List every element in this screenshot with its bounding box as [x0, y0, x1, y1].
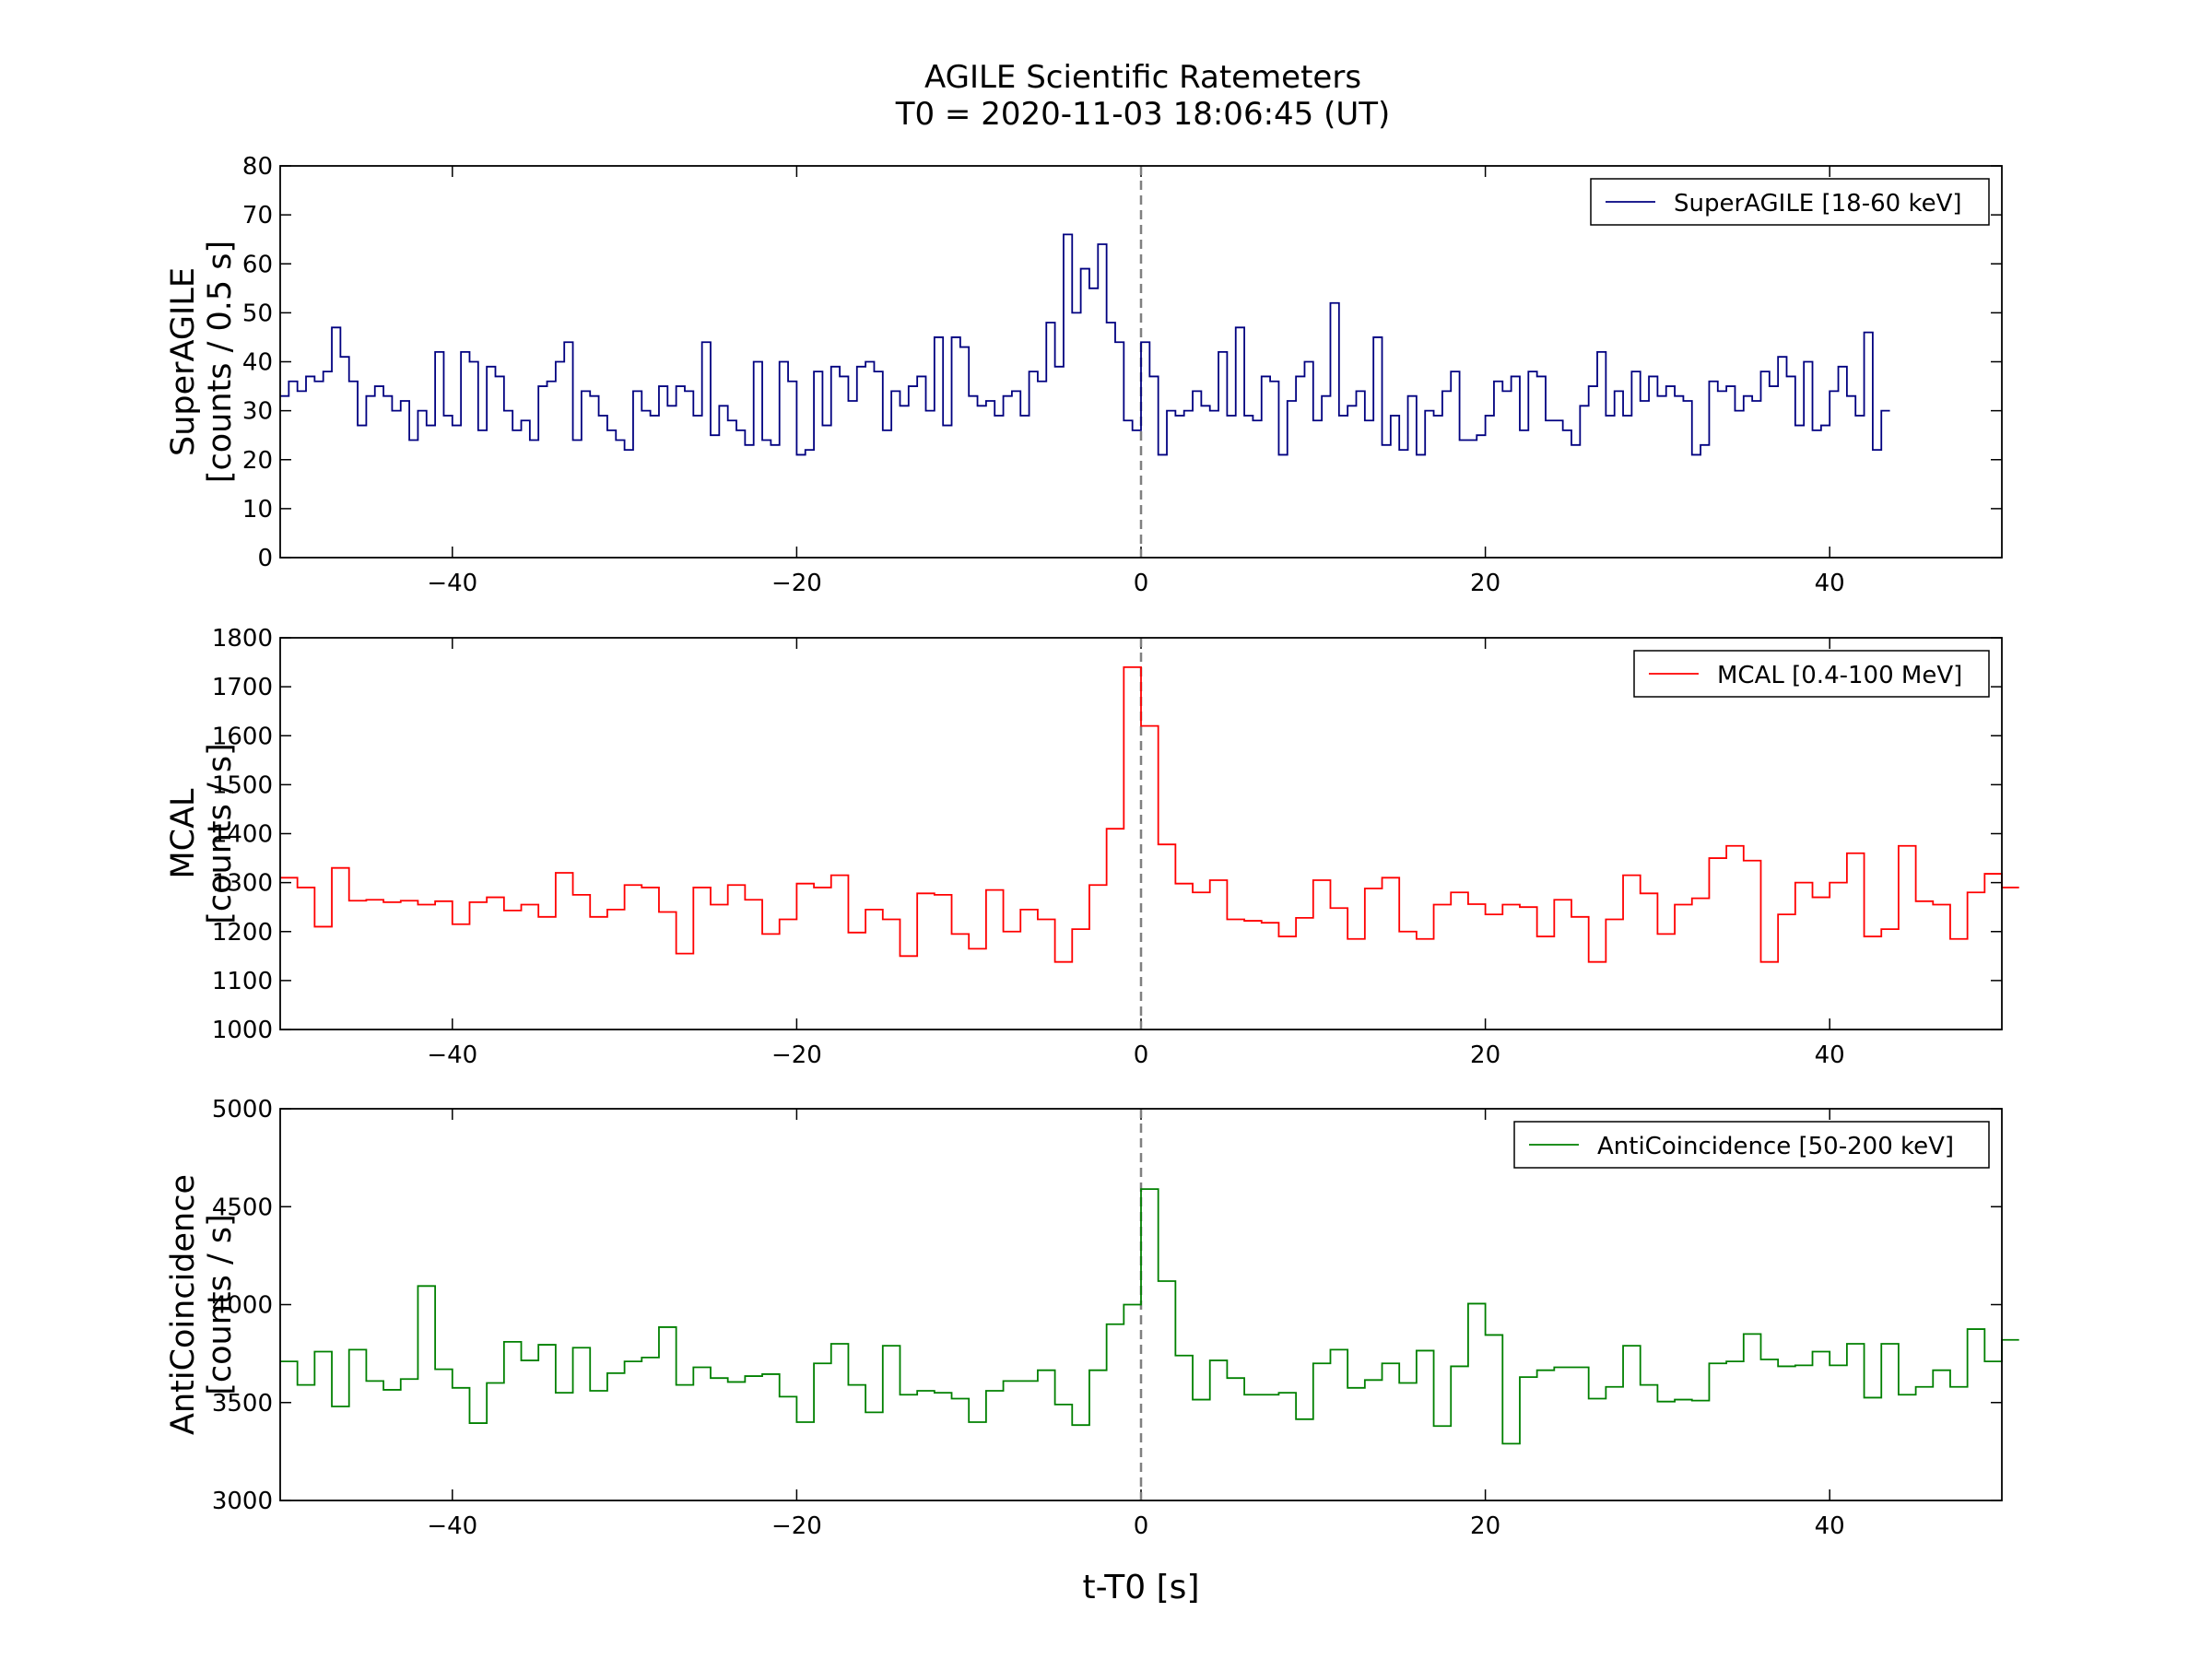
x-tick-label: 40: [1815, 1041, 1845, 1069]
y-tick-label: 70: [242, 202, 273, 229]
x-tick-label: −20: [771, 1512, 822, 1540]
y-tick-label: 3000: [212, 1488, 273, 1515]
x-tick-label: 0: [1134, 570, 1149, 597]
x-tick-label: 20: [1470, 1041, 1500, 1069]
y-tick-label: 60: [242, 251, 273, 278]
legend-box: [1633, 650, 1990, 698]
x-tick-label: 40: [1815, 570, 1845, 597]
y-tick-label: 1000: [212, 1017, 273, 1044]
y-axis-label-line-1: SuperAGILE: [165, 267, 202, 456]
legend-box: [1590, 178, 1990, 226]
x-tick-label: 20: [1470, 1512, 1500, 1540]
x-tick-label: 0: [1134, 1512, 1149, 1540]
y-tick-label: 1500: [212, 771, 273, 799]
y-axis-label-line-2: [counts / s]: [202, 1214, 239, 1395]
y-axis-label-line-2: [counts / 0.5 s]: [202, 241, 239, 483]
x-tick-label: 40: [1815, 1512, 1845, 1540]
x-tick-label: 0: [1134, 1041, 1149, 1069]
axes-frame: [279, 165, 2003, 559]
figure-title-line-2: T0 = 2020-11-03 18:06:45 (UT): [895, 96, 1391, 133]
y-tick-label: 1700: [212, 674, 273, 701]
y-tick-label: 10: [242, 496, 273, 524]
axes-frame: [279, 637, 2003, 1030]
y-tick-label: 5000: [212, 1096, 273, 1124]
y-tick-label: 30: [242, 398, 273, 426]
y-axis-label-line-1: AntiCoincidence: [165, 1174, 202, 1435]
y-tick-label: 20: [242, 447, 273, 475]
y-tick-label: 1100: [212, 968, 273, 995]
axes-frame: [279, 1108, 2003, 1501]
y-tick-label: 4000: [212, 1292, 273, 1320]
series-line: [280, 233, 1890, 456]
y-tick-label: 3500: [212, 1390, 273, 1418]
y-axis-label-line-2: [counts / s]: [202, 743, 239, 924]
series-line: [280, 665, 2019, 963]
y-tick-label: 4500: [212, 1194, 273, 1221]
y-tick-label: 1800: [212, 625, 273, 653]
legend-label: MCAL [0.4-100 MeV]: [1717, 662, 1962, 689]
x-tick-label: −40: [427, 1041, 477, 1069]
x-tick-label: 20: [1470, 570, 1500, 597]
y-tick-label: 1600: [212, 723, 273, 750]
panel-3: 3000 3500 4000 4500 5000 −40 −20 0 20 40 AntiCoinc…: [165, 1096, 2019, 1540]
y-tick-label: 1300: [212, 870, 273, 898]
x-tick-label: −40: [427, 1512, 477, 1540]
x-axis-label: t-T0 [s]: [1083, 1569, 1200, 1606]
x-tick-label: −40: [427, 570, 477, 597]
panel-2: 1000 1100 1200 1300 1400 1500 1600 1700 1800 −40 −…: [165, 625, 2019, 1069]
legend-box: [1513, 1121, 1990, 1169]
y-tick-label: 50: [242, 300, 273, 327]
y-tick-label: 0: [257, 545, 273, 572]
legend-label: SuperAGILE [18-60 keV]: [1674, 190, 1962, 218]
series-line: [280, 1188, 2019, 1445]
legend-label: AntiCoincidence [50-200 keV]: [1597, 1133, 1954, 1160]
x-tick-label: −20: [771, 1041, 822, 1069]
panels-group: 0 10 20 30 40 50 60 70 80 −40 −20 0 20 40 SuperAGILE […: [165, 153, 2019, 1540]
figure-title-line-1: AGILE Scientific Ratemeters: [924, 59, 1361, 96]
panel-1: 0 10 20 30 40 50 60 70 80 −40 −20 0 20 40 SuperAGILE […: [165, 153, 2003, 597]
y-axis-label-line-1: MCAL: [165, 788, 202, 879]
y-tick-label: 40: [242, 349, 273, 377]
y-tick-label: 1200: [212, 919, 273, 947]
x-tick-label: −20: [771, 570, 822, 597]
y-tick-label: 80: [242, 153, 273, 181]
y-tick-label: 1400: [212, 821, 273, 849]
